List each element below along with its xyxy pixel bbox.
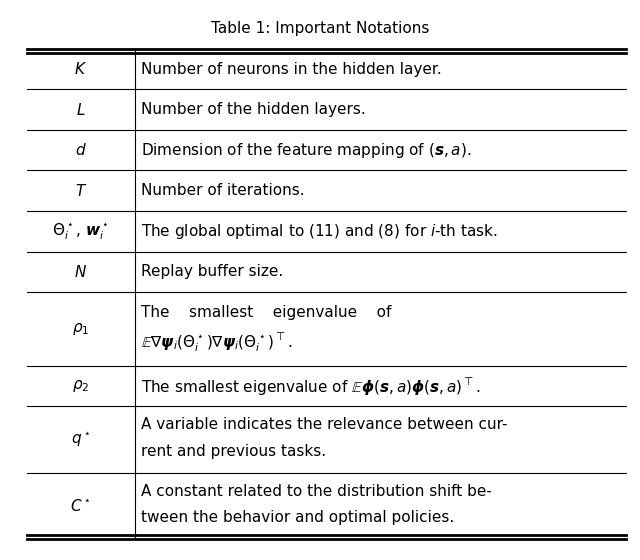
Text: $\mathbb{E}\nabla\boldsymbol{\psi}_i(\Theta_i^\star)\nabla\boldsymbol{\psi}_i(\T: $\mathbb{E}\nabla\boldsymbol{\psi}_i(\Th… xyxy=(141,331,292,353)
Text: $T$: $T$ xyxy=(75,183,87,199)
Text: Number of neurons in the hidden layer.: Number of neurons in the hidden layer. xyxy=(141,62,442,77)
Text: tween the behavior and optimal policies.: tween the behavior and optimal policies. xyxy=(141,510,454,525)
Text: $N$: $N$ xyxy=(74,264,87,280)
Text: $C^\star$: $C^\star$ xyxy=(70,498,92,514)
Text: $d$: $d$ xyxy=(75,142,86,158)
Text: $\rho_1$: $\rho_1$ xyxy=(72,321,90,337)
Text: The global optimal to (11) and (8) for $i$-th task.: The global optimal to (11) and (8) for $… xyxy=(141,222,498,241)
Text: Dimension of the feature mapping of $(\boldsymbol{s}, a)$.: Dimension of the feature mapping of $(\b… xyxy=(141,141,472,160)
Text: $\rho_2$: $\rho_2$ xyxy=(72,378,90,394)
Text: $L$: $L$ xyxy=(76,101,86,118)
Text: Replay buffer size.: Replay buffer size. xyxy=(141,264,284,279)
Text: Number of the hidden layers.: Number of the hidden layers. xyxy=(141,102,366,117)
Text: Table 1: Important Notations: Table 1: Important Notations xyxy=(211,21,429,36)
Text: A constant related to the distribution shift be-: A constant related to the distribution s… xyxy=(141,484,492,499)
Text: $q^\star$: $q^\star$ xyxy=(71,430,91,449)
Text: The    smallest    eigenvalue    of: The smallest eigenvalue of xyxy=(141,305,392,320)
Text: A variable indicates the relevance between cur-: A variable indicates the relevance betwe… xyxy=(141,417,508,432)
Text: The smallest eigenvalue of $\mathbb{E}\boldsymbol{\phi}(\boldsymbol{s},a)\boldsy: The smallest eigenvalue of $\mathbb{E}\b… xyxy=(141,376,481,396)
Text: Number of iterations.: Number of iterations. xyxy=(141,183,305,198)
Text: $K$: $K$ xyxy=(74,61,87,77)
Text: $\Theta_i^\star$, $\boldsymbol{w}_i^\star$: $\Theta_i^\star$, $\boldsymbol{w}_i^\sta… xyxy=(52,221,109,241)
Text: rent and previous tasks.: rent and previous tasks. xyxy=(141,444,326,459)
